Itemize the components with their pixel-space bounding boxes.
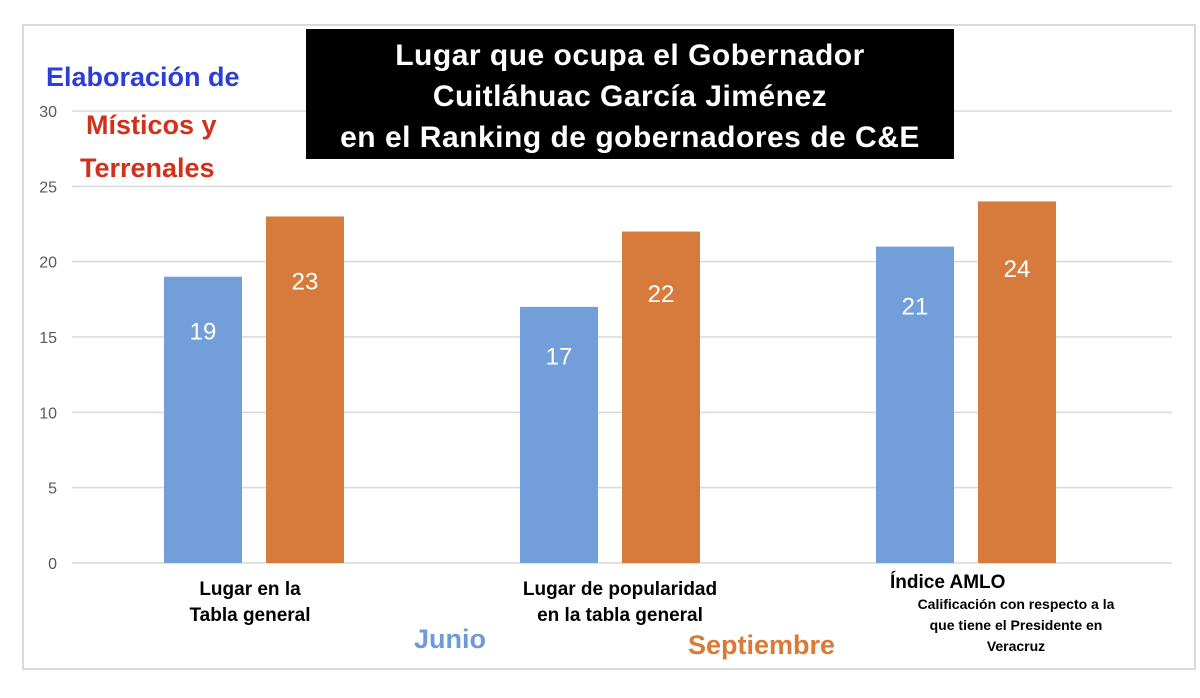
data-label-2-1: 23 bbox=[292, 268, 319, 295]
title-line-1: Lugar que ocupa el Gobernador bbox=[395, 39, 865, 72]
title-line-3: en el Ranking de gobernadores de C&E bbox=[340, 121, 920, 154]
bar-1-2 bbox=[520, 306, 598, 563]
chart-title: Lugar que ocupa el Gobernador Cuitláhuac… bbox=[306, 29, 954, 159]
bar-1-3 bbox=[876, 246, 954, 563]
y-tick-label-30: 30 bbox=[39, 104, 57, 121]
legend-series-1: Junio bbox=[414, 624, 486, 654]
y-tick-label-15: 15 bbox=[39, 330, 57, 347]
credit-line-2: Místicos y bbox=[86, 110, 217, 140]
category-label-1: Lugar en la Tabla general bbox=[189, 579, 311, 626]
credit-line-3: Terrenales bbox=[80, 153, 215, 183]
data-label-1-1: 19 bbox=[190, 318, 217, 345]
data-label-2-3: 24 bbox=[1004, 256, 1031, 283]
bar-2-2 bbox=[622, 231, 700, 564]
y-tick-label-20: 20 bbox=[39, 255, 57, 272]
bar-1-1 bbox=[164, 276, 242, 563]
y-tick-label-10: 10 bbox=[39, 405, 57, 422]
category-label-3-sub: Calificación con respecto a la que tiene… bbox=[917, 596, 1115, 654]
credit-line-1: Elaboración de bbox=[46, 62, 240, 92]
bar-2-1 bbox=[266, 216, 344, 563]
y-tick-label-0: 0 bbox=[48, 556, 57, 573]
category-label-3: Índice AMLO bbox=[890, 572, 1006, 593]
bar-2-3 bbox=[978, 201, 1056, 563]
data-label-2-2: 22 bbox=[648, 281, 675, 308]
y-tick-label-25: 25 bbox=[39, 179, 57, 196]
legend-series-2: Septiembre bbox=[688, 630, 836, 660]
data-label-1-3: 21 bbox=[902, 293, 929, 320]
title-line-2: Cuitláhuac García Jiménez bbox=[432, 80, 828, 113]
y-tick-label-5: 5 bbox=[48, 481, 57, 498]
category-label-2: Lugar de popularidad en la tabla general bbox=[522, 579, 718, 626]
data-label-1-2: 17 bbox=[546, 343, 573, 370]
